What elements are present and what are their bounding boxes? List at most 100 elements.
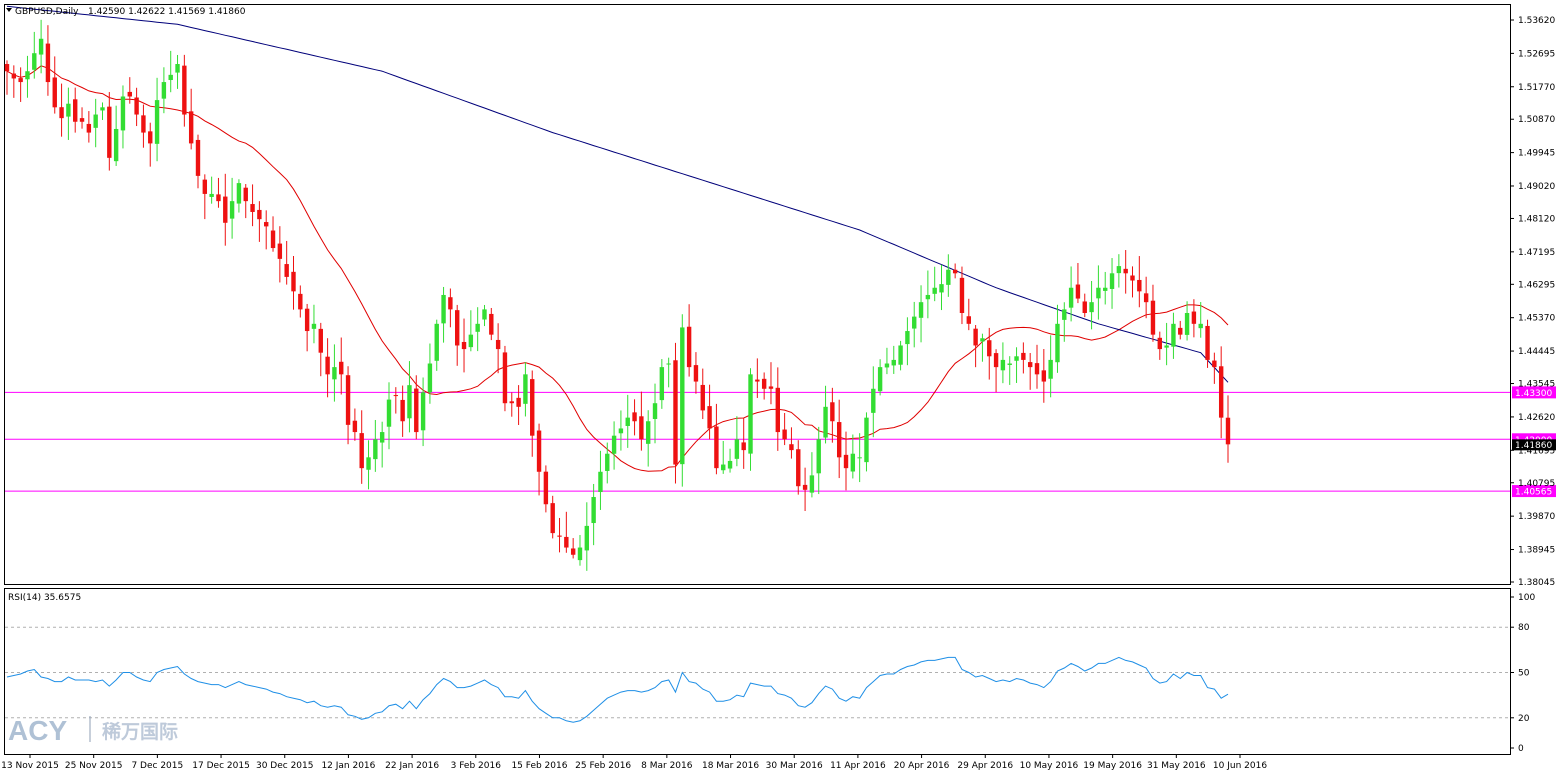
candle-body: [1191, 311, 1197, 324]
candle: [509, 392, 514, 417]
candle: [1137, 256, 1142, 308]
candle-body: [339, 361, 344, 375]
candle: [73, 87, 78, 133]
candle: [414, 375, 419, 440]
candle-body: [564, 536, 569, 548]
candle: [816, 426, 821, 495]
candle-body: [987, 340, 992, 357]
candle: [611, 421, 617, 470]
dropdown-triangle-icon[interactable]: [6, 8, 12, 12]
candle: [52, 56, 57, 114]
candle: [1116, 254, 1122, 288]
candle-body: [1000, 359, 1006, 371]
candle: [1191, 299, 1197, 338]
time-tick-label: 19 May 2016: [1083, 761, 1142, 771]
candle: [714, 403, 719, 475]
candle-body: [543, 471, 549, 505]
candle-body: [639, 416, 644, 440]
current-price-label: 1.41860: [1515, 441, 1552, 451]
candle-body: [959, 277, 965, 313]
candle: [1096, 265, 1101, 320]
candle-body: [523, 374, 528, 404]
candle-body: [925, 294, 931, 300]
candle: [721, 441, 726, 474]
candle-body: [516, 397, 521, 407]
candle-body: [509, 401, 514, 404]
candle-body: [495, 339, 501, 350]
price-axis: 1.53620 1.52695 1.51770 1.50870 1.49945 1.490…: [1510, 16, 1555, 588]
candle: [100, 102, 105, 120]
candle-body: [666, 363, 671, 365]
candle: [959, 266, 965, 325]
candle-body: [148, 131, 153, 144]
candle-body: [871, 388, 876, 413]
candle-body: [113, 128, 119, 162]
price-tick-label: 1.46295: [1518, 280, 1555, 290]
candle: [86, 111, 92, 143]
candle: [441, 286, 446, 343]
candle-body: [393, 395, 399, 397]
candle-body: [632, 412, 637, 422]
candle: [332, 344, 337, 402]
candle: [270, 216, 276, 252]
time-tick-label: 10 Jun 2016: [1213, 761, 1267, 771]
candle-body: [502, 352, 508, 404]
candle: [1000, 342, 1006, 384]
candle: [1027, 352, 1033, 390]
candle-body: [100, 107, 105, 111]
candle-body: [243, 187, 248, 202]
time-tick-label: 12 Jan 2016: [321, 761, 375, 771]
time-tick-label: 25 Nov 2015: [65, 761, 123, 771]
candle-body: [298, 293, 303, 310]
candle: [618, 410, 624, 451]
candle-body: [843, 454, 849, 469]
candle: [843, 431, 849, 491]
time-tick-label: 18 Mar 2016: [702, 761, 759, 771]
candle: [455, 304, 460, 366]
candle-body: [946, 269, 951, 285]
candle: [748, 368, 753, 471]
candle: [952, 263, 958, 279]
candle-body: [154, 100, 160, 144]
candle-body: [93, 114, 98, 128]
candle: [564, 511, 569, 553]
candle-body: [905, 331, 910, 345]
candle: [148, 122, 153, 167]
time-tick-label: 7 Dec 2015: [131, 761, 183, 771]
candle: [1055, 304, 1060, 373]
candle: [1212, 352, 1217, 384]
candle-body: [802, 484, 808, 490]
candle: [1225, 395, 1231, 463]
candle-body: [891, 359, 896, 366]
price-tick-label: 1.49945: [1518, 149, 1555, 159]
rsi-tick-label: 20: [1518, 714, 1530, 724]
candle: [66, 87, 71, 140]
candle: [1157, 331, 1162, 360]
time-tick-label: 13 Nov 2015: [1, 761, 59, 771]
candle: [891, 345, 896, 374]
candle: [1218, 346, 1224, 439]
candle: [264, 210, 269, 250]
candle-body: [1048, 359, 1053, 379]
candle: [755, 358, 760, 398]
candle-body: [434, 323, 439, 361]
candle-body: [264, 222, 269, 227]
price-tick-label: 1.53620: [1518, 16, 1555, 26]
candle: [980, 333, 985, 362]
candle: [686, 304, 692, 377]
candle: [516, 385, 521, 426]
candle: [570, 538, 576, 559]
candle: [993, 349, 999, 393]
price-tick-label: 1.40795: [1518, 479, 1555, 489]
candle-body: [966, 316, 971, 324]
candle-body: [918, 302, 924, 318]
candle-body: [912, 316, 917, 329]
candle-body: [536, 430, 542, 472]
candle-body: [761, 378, 767, 389]
candle-body: [1034, 363, 1040, 375]
candle: [700, 368, 705, 420]
candle-body: [1014, 356, 1019, 361]
candle: [639, 391, 644, 451]
candle: [605, 442, 610, 484]
